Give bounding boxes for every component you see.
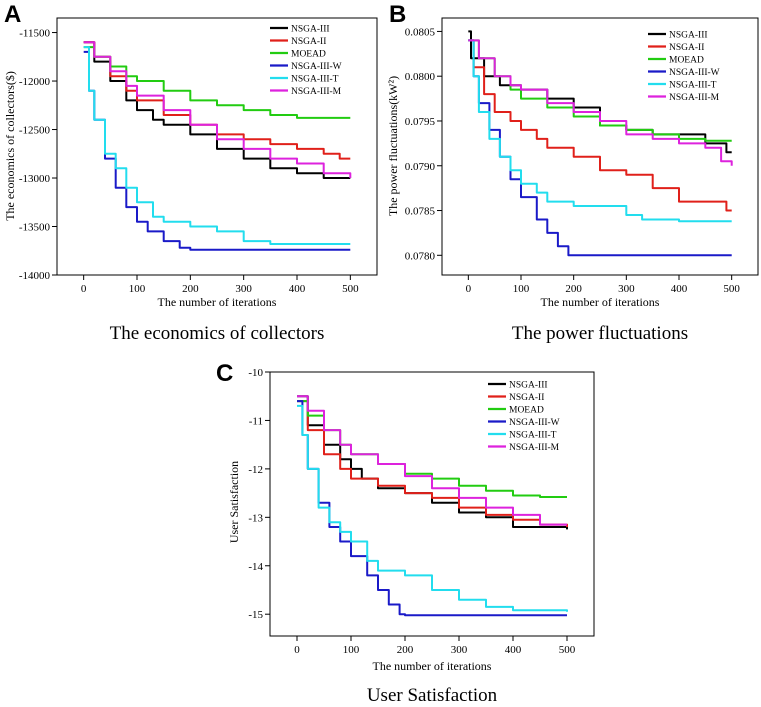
legend-b: NSGA-III NSGA-II MOEAD NSGA-III-W NSGA-III-T…: [648, 31, 720, 103]
legend-label-c: NSGA-II: [509, 393, 544, 403]
series-line-b-nsga-ii: [468, 39, 732, 212]
x-tick-label-a: 100: [129, 283, 146, 295]
x-axis-label-c: The number of iterations: [373, 659, 492, 673]
legend-label-b: NSGA-II: [669, 43, 704, 53]
panel-letter-c: C: [216, 360, 233, 387]
chart-title-c: User Satisfaction: [367, 685, 498, 706]
x-axis-label-b: The number of iterations: [541, 295, 660, 309]
y-tick-label-a: -13000: [19, 173, 51, 185]
x-tick-label-c: 200: [397, 644, 414, 656]
series-line-a-nsga-iii-m: [83, 41, 352, 178]
y-tick-label-c: -11: [249, 415, 263, 427]
legend-label-a: NSGA-III-W: [291, 62, 342, 72]
y-tick-label-b: 0.0785: [405, 206, 436, 218]
legend-label-c: NSGA-III-M: [509, 443, 560, 453]
legend-label-c: NSGA-III-W: [509, 418, 560, 428]
plot-frame-c: [269, 371, 595, 637]
x-tick-label-b: 0: [466, 283, 472, 295]
legend-label-b: MOEAD: [669, 56, 704, 66]
panel-b: B 0 100 200 300 400 500 0.0780 0.0785 0.0790 0.07…: [386, 1, 759, 344]
x-tick-label-b: 300: [618, 283, 635, 295]
x-tick-label-c: 100: [343, 644, 360, 656]
legend-label-c: NSGA-III-T: [509, 431, 557, 441]
y-tick-label-b: 0.0805: [405, 26, 436, 38]
y-tick-label-b: 0.0800: [405, 71, 436, 83]
x-tick-label-a: 500: [342, 283, 359, 295]
legend-label-a: NSGA-II: [291, 37, 326, 47]
legend-label-c: MOEAD: [509, 406, 544, 416]
x-tick-label-b: 200: [565, 283, 582, 295]
y-axis-label-a: The economics of collectors($): [3, 71, 17, 221]
y-axis-label-c: User Satisfaction: [227, 461, 241, 543]
x-tick-label-c: 0: [294, 644, 300, 656]
y-tick-label-a: -11500: [19, 28, 50, 40]
chart-title-a: The economics of collectors: [110, 323, 325, 344]
panel-letter-b: B: [389, 1, 406, 28]
y-tick-label-c: -13: [248, 512, 263, 524]
panel-a: A 0 100 200 300 400 500 -11500 -12000 -12500 -130…: [3, 1, 378, 344]
legend-label-a: NSGA-III-M: [291, 87, 342, 97]
series-line-a-nsga-iii: [83, 41, 351, 179]
series-line-c-nsga-iii-t: [297, 404, 568, 612]
y-tick-label-b: 0.0780: [405, 250, 436, 262]
x-tick-label-b: 400: [671, 283, 688, 295]
legend-label-b: NSGA-III-W: [669, 68, 720, 78]
legend-label-b: NSGA-III: [669, 31, 708, 41]
legend-label-a: NSGA-III-T: [291, 75, 339, 85]
x-tick-label-a: 200: [182, 283, 199, 295]
panel-c: C 0 100 200 300 400 500 -10 -11 -12 -13 -14 -15 NSG…: [216, 360, 595, 706]
plot-frame-b: [441, 17, 759, 276]
y-tick-label-c: -15: [248, 609, 263, 621]
y-tick-label-c: -12: [248, 464, 263, 476]
series-line-c-nsga-iii: [297, 395, 568, 530]
y-tick-label-c: -10: [248, 367, 263, 379]
series-line-a-nsga-iii-t: [83, 46, 351, 245]
x-tick-label-b: 100: [513, 283, 530, 295]
legend-label-b: NSGA-III-M: [669, 93, 720, 103]
x-tick-label-a: 300: [235, 283, 252, 295]
legend-a: NSGA-III NSGA-II MOEAD NSGA-III-W NSGA-III-T…: [270, 25, 342, 97]
x-tick-label-c: 400: [505, 644, 522, 656]
legend-label-c: NSGA-III: [509, 381, 548, 391]
x-tick-label-b: 500: [723, 283, 740, 295]
y-tick-label-a: -13500: [19, 222, 51, 234]
x-tick-label-a: 0: [81, 283, 87, 295]
x-tick-label-c: 500: [559, 644, 576, 656]
y-tick-label-b: 0.0795: [405, 116, 436, 128]
series-line-c-nsga-iii-m: [297, 395, 567, 526]
legend-label-b: NSGA-III-T: [669, 81, 717, 91]
y-tick-label-a: -12000: [19, 76, 51, 88]
series-line-c-nsga-ii: [297, 400, 568, 527]
y-tick-label-a: -12500: [19, 125, 51, 137]
x-tick-label-a: 400: [289, 283, 306, 295]
chart-title-b: The power fluctuations: [512, 323, 688, 344]
plot-frame-a: [56, 17, 378, 276]
y-tick-label-a: -14000: [19, 270, 51, 282]
panel-letter-a: A: [4, 1, 21, 28]
y-tick-label-c: -14: [248, 561, 263, 573]
series-line-b-nsga-iii-m: [468, 39, 733, 166]
legend-label-a: NSGA-III: [291, 25, 330, 35]
x-tick-label-c: 300: [451, 644, 468, 656]
series-line-b-nsga-iii-t: [468, 39, 732, 223]
x-axis-label-a: The number of iterations: [158, 295, 277, 309]
y-axis-label-b: The power fluctuations(kW²): [386, 76, 400, 216]
y-tick-label-b: 0.0790: [405, 161, 436, 173]
legend-c: NSGA-III NSGA-II MOEAD NSGA-III-W NSGA-III-T…: [488, 381, 560, 453]
legend-label-a: MOEAD: [291, 50, 326, 60]
